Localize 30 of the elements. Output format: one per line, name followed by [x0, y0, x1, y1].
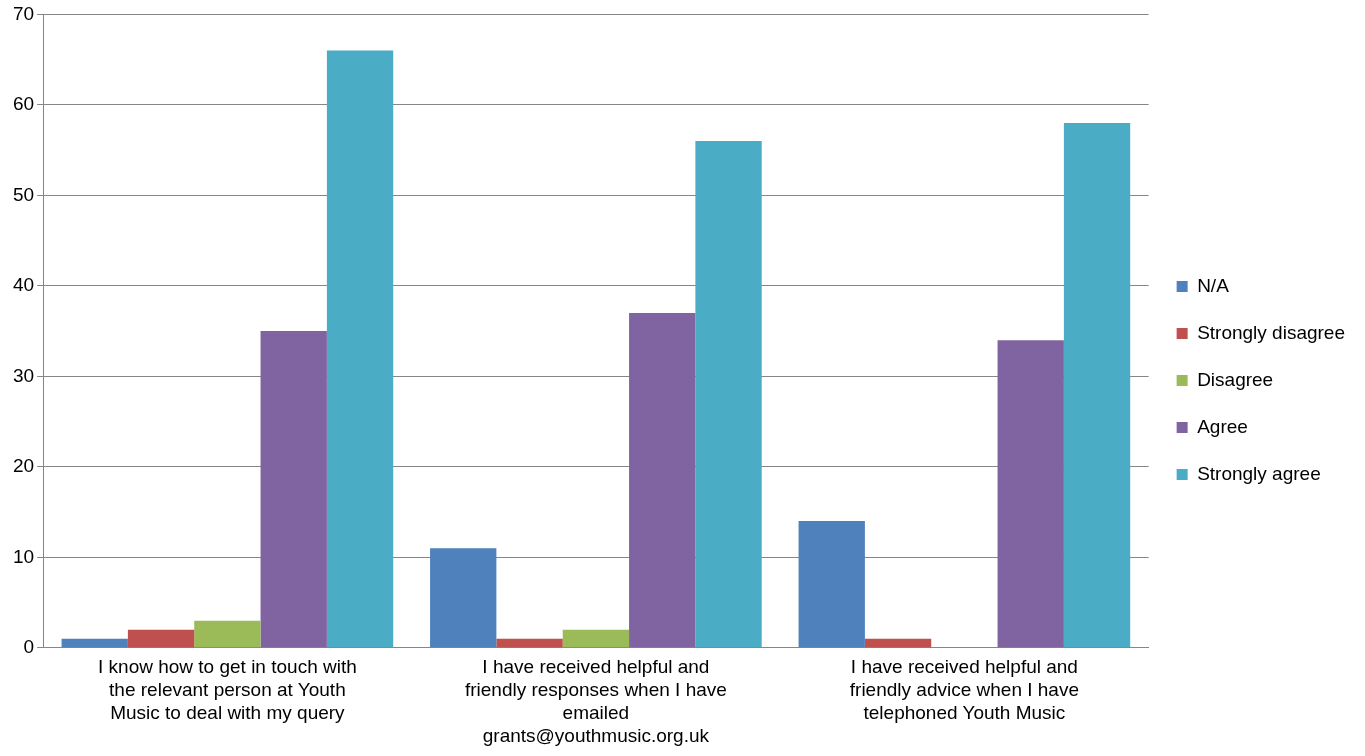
bar	[864, 638, 932, 648]
bar	[1063, 122, 1131, 648]
legend-label: Strongly agree	[1197, 462, 1321, 484]
y-tick-label: 60	[12, 93, 35, 115]
y-tick-label: 70	[12, 2, 35, 24]
bar	[562, 629, 630, 648]
x-tick-label: I have received helpful and friendly responses when I have emailed grants@youthmusic.org.uk	[464, 656, 727, 746]
bar	[496, 638, 563, 648]
y-tick-label: 50	[12, 183, 35, 205]
y-tick-label: 30	[12, 364, 35, 386]
legend-label: Agree	[1197, 415, 1248, 437]
legend-label: Disagree	[1197, 368, 1274, 390]
bar	[997, 340, 1064, 648]
y-tick-label: 0	[23, 636, 35, 658]
y-tick-label: 10	[12, 545, 35, 567]
y-tick-label: 20	[12, 455, 35, 477]
legend-label: N/A	[1197, 274, 1230, 296]
bar	[430, 548, 497, 648]
bar	[194, 620, 261, 648]
legend-label: Strongly disagree	[1197, 321, 1346, 343]
bar	[61, 638, 128, 648]
x-tick-label: I know how to get in touch with the relevant person at Youth Music to deal with my query	[98, 656, 357, 724]
x-tick-label: I have received helpful and friendly advice when I have telephoned Youth Music	[849, 656, 1079, 724]
bar	[127, 629, 195, 648]
bar	[260, 331, 327, 648]
bar	[695, 141, 762, 648]
bar	[629, 313, 696, 648]
bar	[326, 50, 394, 648]
bar	[798, 521, 865, 648]
y-tick-label: 40	[12, 274, 35, 296]
